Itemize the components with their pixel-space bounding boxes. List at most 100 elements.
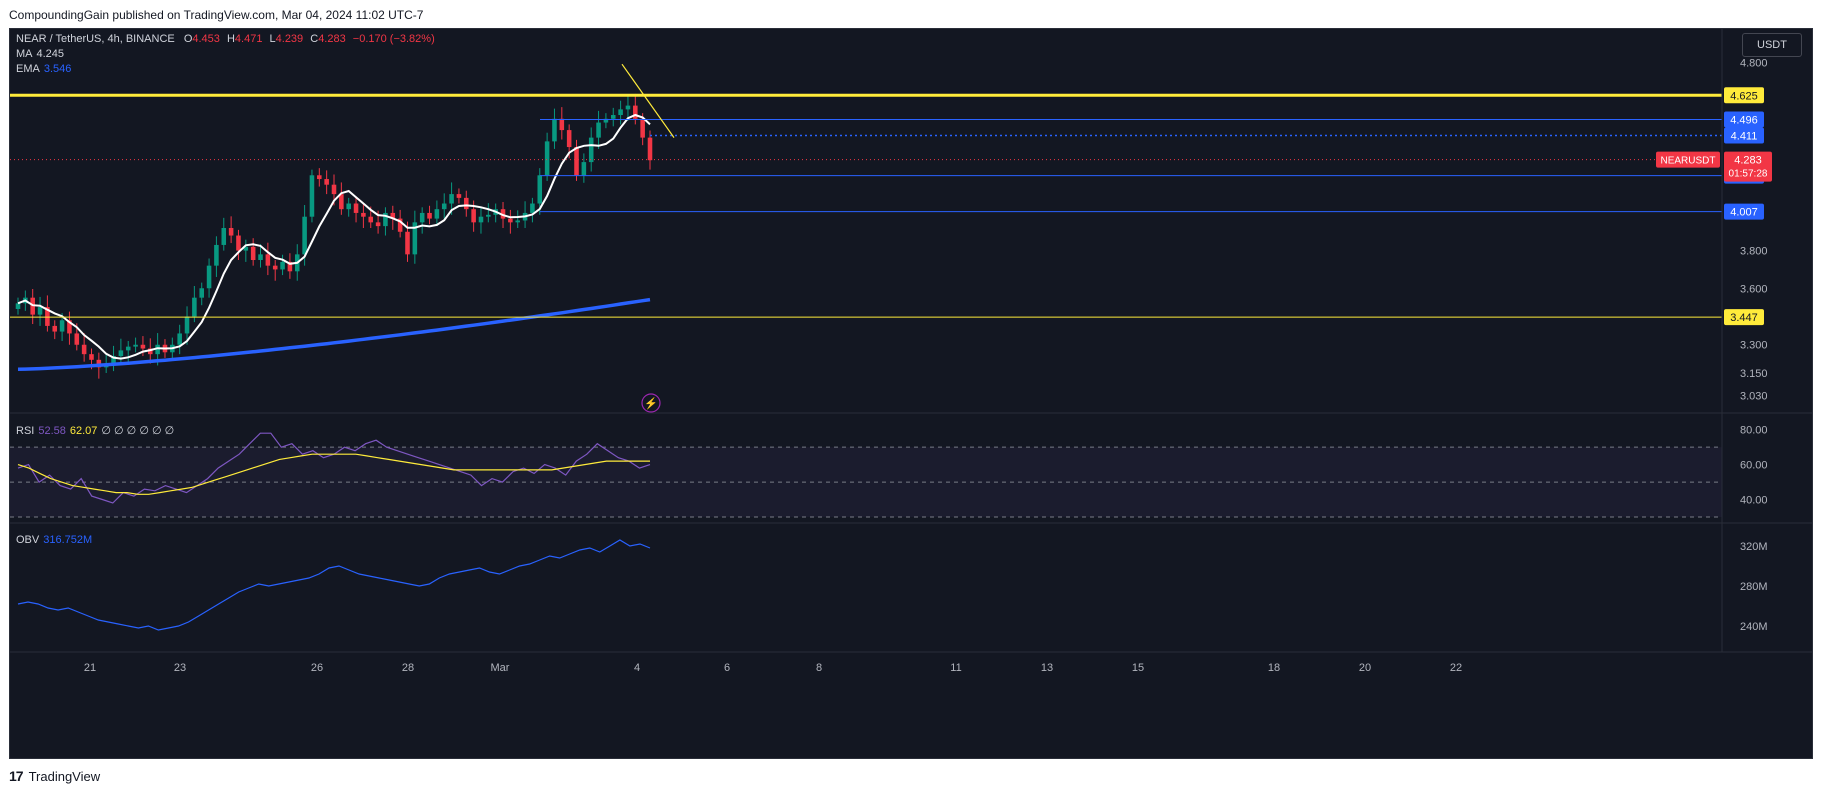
time-tick-label: Mar: [491, 662, 510, 674]
candle: [647, 137, 653, 161]
candle: [59, 320, 65, 332]
candle: [405, 231, 410, 255]
h-label: H: [226, 33, 235, 45]
obv-line: [17, 539, 651, 631]
candle: [456, 194, 462, 198]
candle: [361, 212, 366, 217]
candle: [15, 303, 21, 309]
candle: [618, 109, 623, 116]
rsi-extra: ∅ ∅ ∅ ∅ ∅ ∅: [101, 425, 175, 437]
candle: [441, 203, 447, 210]
candle: [302, 216, 307, 255]
footer: 17 TradingView: [9, 768, 100, 784]
candle: [478, 216, 484, 223]
open-value: 4.453: [192, 33, 220, 45]
ema-line: [17, 297, 651, 371]
chart-frame[interactable]: ⚡ 4.800 3.800 3.600 3.300 3.150 3.030 4.625 4.4…: [9, 28, 1813, 759]
rsi-ma-value: 62.07: [69, 425, 98, 437]
rsi-legend: RSI 52.58 62.07 ∅ ∅ ∅ ∅ ∅ ∅: [16, 424, 174, 437]
rsi-label: RSI: [16, 425, 35, 437]
last-price-label: 4.283: [1734, 155, 1762, 167]
candle: [449, 194, 454, 204]
candle: [221, 228, 227, 245]
candle: [192, 297, 197, 317]
currency-button[interactable]: USDT: [1742, 33, 1802, 57]
chart-canvas[interactable]: ⚡ 4.800 3.800 3.600 3.300 3.150 3.030 4.625 4.4…: [10, 29, 1812, 758]
publisher-header: CompoundingGain published on TradingView…: [9, 8, 424, 22]
candle: [383, 212, 388, 227]
level-label-box: [1724, 111, 1764, 128]
level-label: 4.625: [1730, 90, 1758, 102]
countdown-label: 01:57:28: [1729, 169, 1768, 180]
level-label: 4.007: [1730, 207, 1758, 219]
candle: [324, 179, 329, 185]
candle: [265, 254, 271, 266]
candle: [508, 218, 513, 223]
price-tick-label: 3.600: [1740, 283, 1768, 295]
candle: [236, 235, 241, 251]
candle: [214, 244, 219, 266]
high-value: 4.471: [234, 33, 263, 45]
candle: [206, 265, 212, 289]
candle: [258, 254, 263, 261]
lightning-icon: [641, 393, 661, 413]
candle: [250, 246, 256, 261]
candle: [603, 118, 609, 123]
candle: [199, 288, 204, 298]
candle: [118, 350, 124, 357]
level-label: 4.411: [1731, 131, 1758, 143]
obv-label: OBV: [16, 534, 40, 546]
candle: [633, 105, 638, 119]
candle: [272, 265, 278, 270]
candle: [574, 147, 579, 176]
rsi-value: 52.58: [38, 425, 66, 437]
candle: [566, 130, 572, 148]
ema-label: EMA: [16, 63, 40, 75]
time-tick-label: 18: [1268, 662, 1280, 674]
last-price-box: [1724, 151, 1772, 182]
c-label: C: [310, 33, 319, 45]
close-value: 4.283: [318, 33, 346, 45]
candle: [184, 316, 190, 334]
candle: [67, 320, 72, 334]
candle: [111, 356, 116, 364]
change-value: −0.170 (−3.82%): [352, 33, 435, 45]
candle: [140, 344, 146, 349]
candle: [280, 261, 285, 270]
candle: [52, 325, 58, 332]
candle: [471, 209, 476, 223]
candle: [434, 209, 440, 219]
price-tick-label: 3.300: [1740, 340, 1768, 352]
candle: [515, 220, 520, 223]
candle: [309, 175, 315, 217]
lightning-icon: ⚡: [644, 397, 658, 410]
price-tick-label: 3.800: [1740, 246, 1768, 258]
candle: [581, 162, 587, 176]
symbol-legend: NEAR / TetherUS, 4h, BINANCE O4.453 H4.4…: [16, 33, 435, 45]
candle: [74, 333, 80, 345]
symbol-tag-box: [1656, 151, 1720, 168]
candle: [125, 346, 131, 351]
level-label-box: [1724, 127, 1764, 144]
symbol-label: NEAR / TetherUS, 4h, BINANCE: [16, 33, 175, 45]
obv-tick-label: 240M: [1740, 621, 1768, 633]
ma-label: MA: [16, 48, 33, 60]
candle: [368, 216, 374, 223]
candle: [177, 333, 182, 345]
ma-value: 4.245: [36, 48, 65, 60]
time-tick-label: 8: [816, 662, 822, 674]
time-tick-label: 20: [1359, 662, 1371, 674]
candle: [544, 141, 550, 176]
candle: [287, 261, 293, 272]
rsi-ma-line: [17, 453, 650, 495]
low-value: 4.239: [275, 33, 304, 45]
obv-tick-label: 320M: [1740, 541, 1768, 553]
o-label: O: [183, 33, 193, 45]
footer-brand: TradingView: [28, 768, 101, 784]
price-tick-label: 3.150: [1740, 368, 1768, 380]
level-label-box: [1724, 87, 1764, 104]
candle: [537, 175, 543, 204]
candle: [228, 228, 234, 236]
candle: [500, 209, 506, 219]
candle: [397, 218, 403, 232]
